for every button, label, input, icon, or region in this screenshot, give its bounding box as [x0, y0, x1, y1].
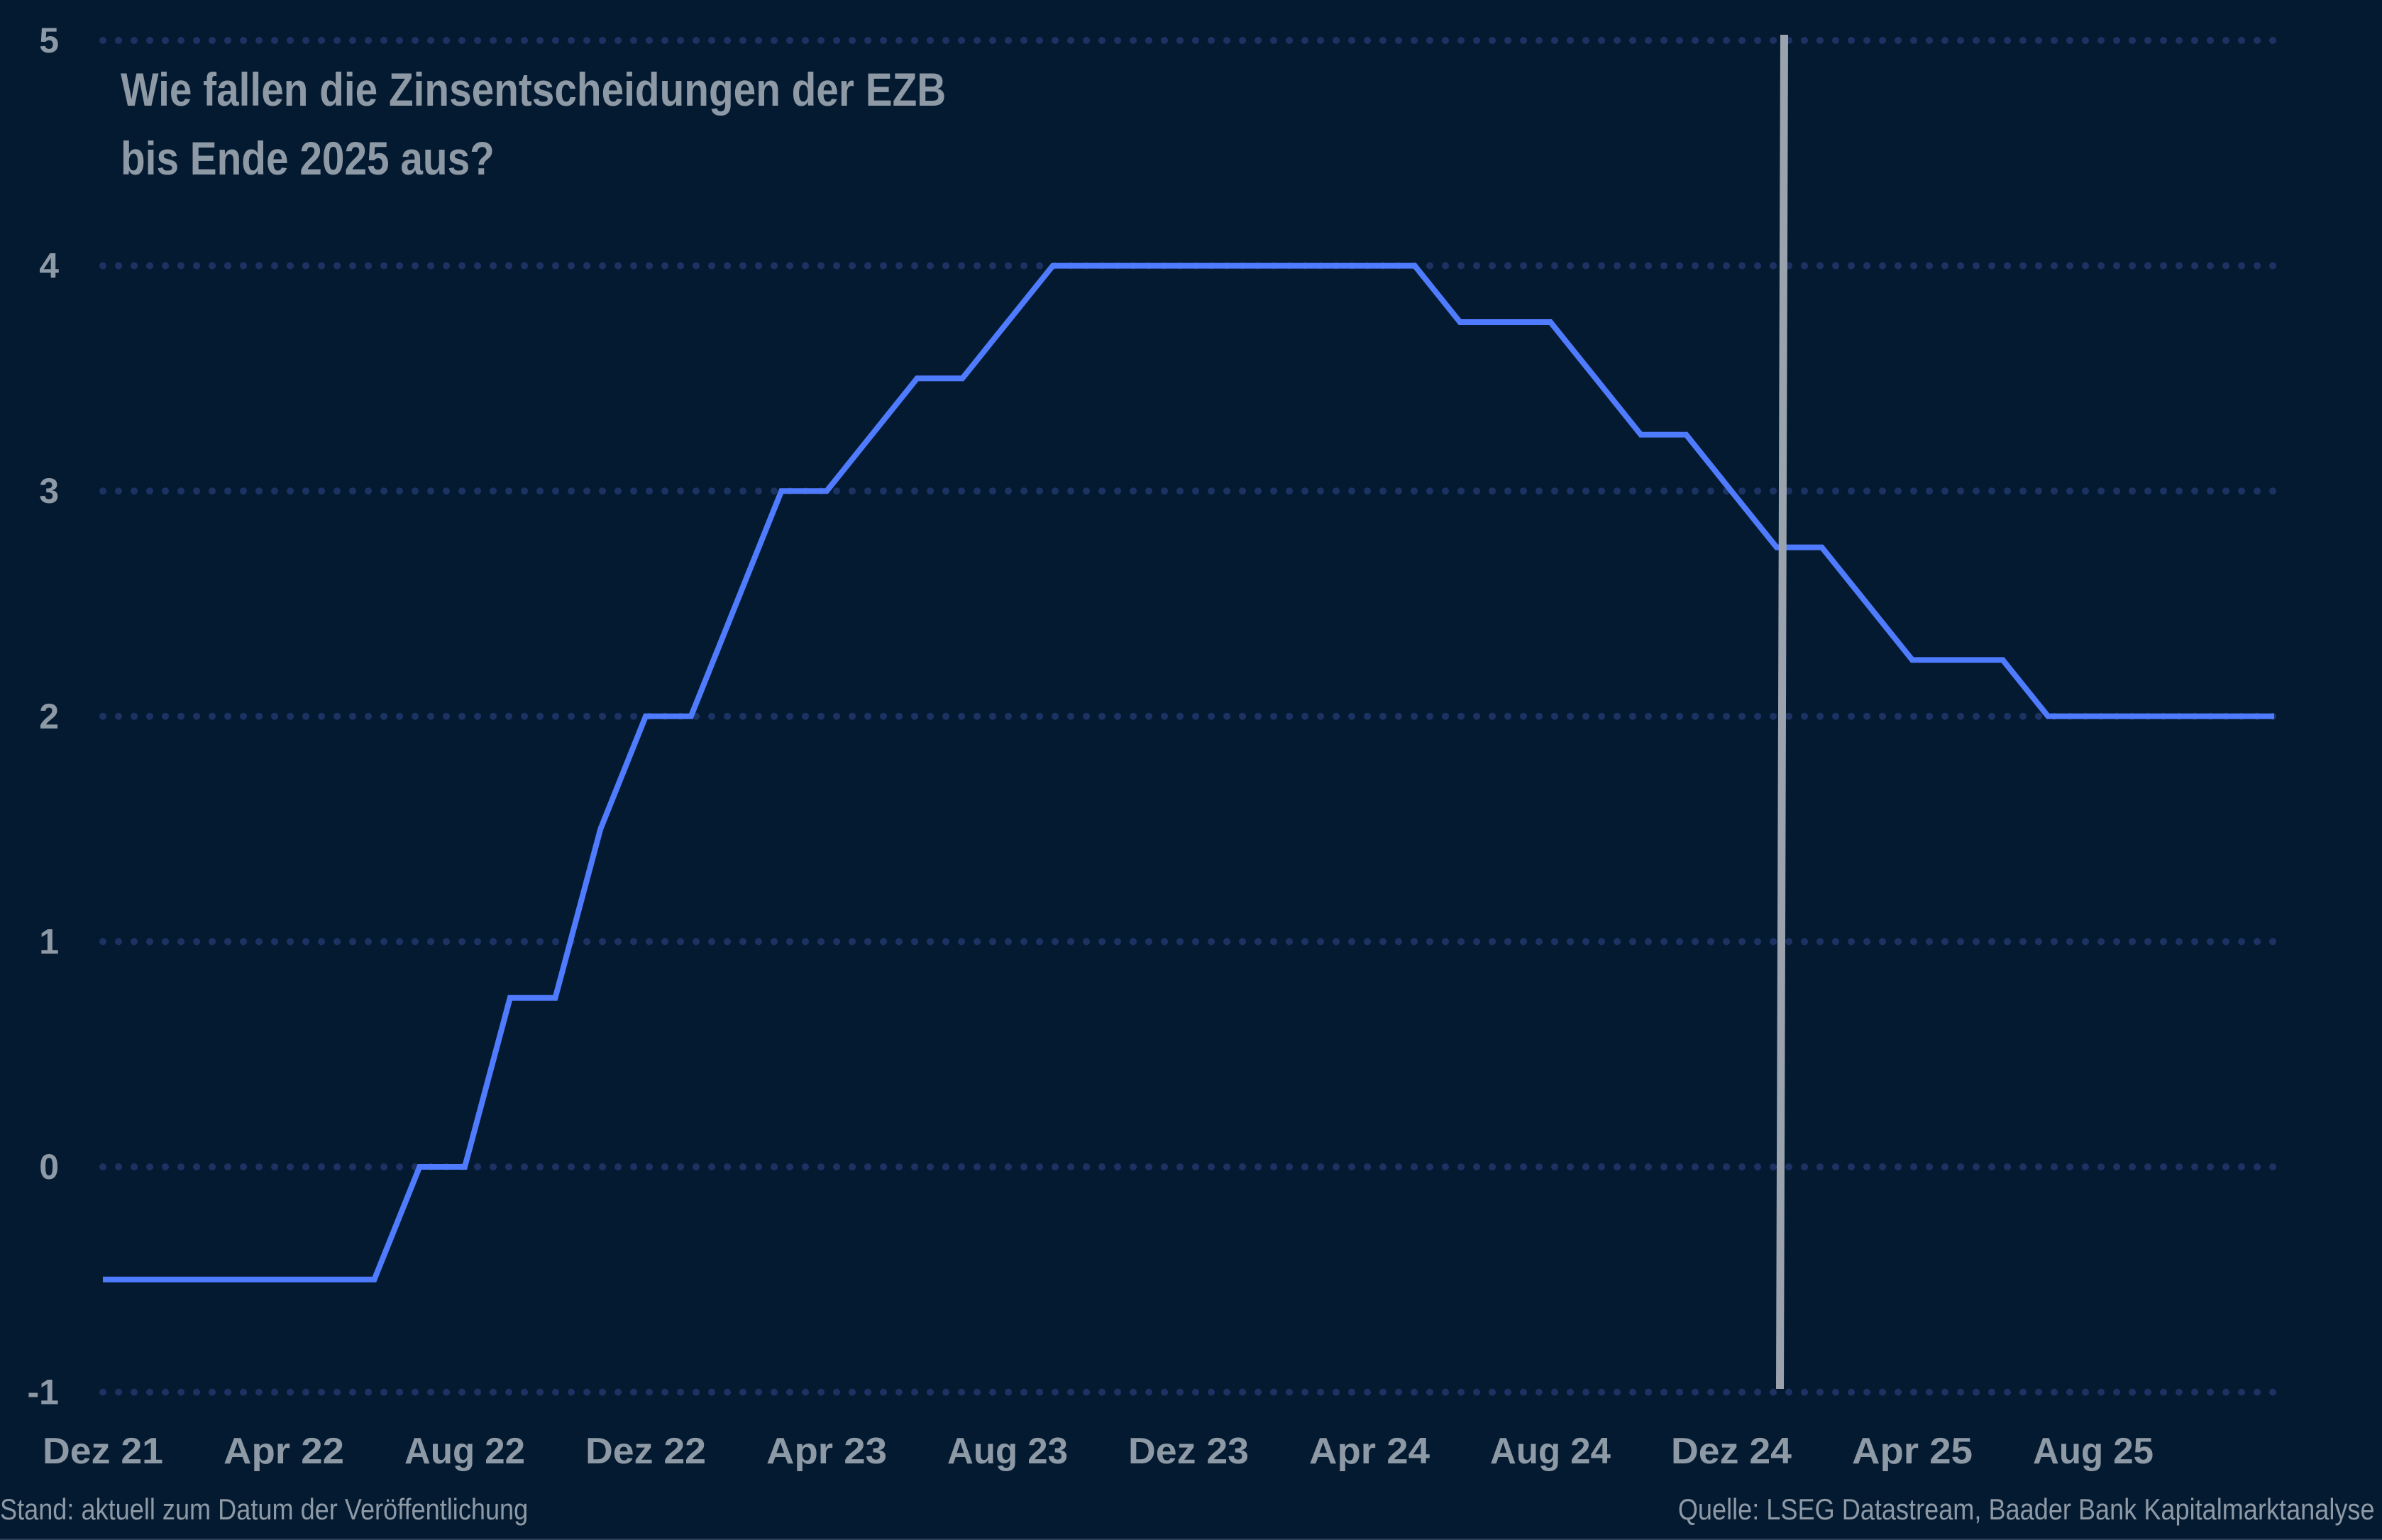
bottom-divider	[0, 1539, 2382, 1540]
y-tick-label: 4	[39, 246, 59, 286]
x-tick-label: Aug 22	[404, 1431, 525, 1472]
x-tick-label: Dez 21	[43, 1431, 163, 1472]
x-tick-label: Apr 25	[1852, 1431, 1973, 1472]
rate-line-series	[103, 262, 2274, 1283]
x-tick-label: Aug 24	[1490, 1431, 1611, 1472]
y-tick-label: 3	[39, 471, 59, 511]
x-tick-label: Apr 24	[1309, 1431, 1430, 1472]
x-axis-tick-labels: Dez 21 Apr 22 Aug 22 Dez 22 Apr 23 Aug 23 Dez …	[43, 1431, 2154, 1472]
gridlines	[99, 37, 2279, 1396]
chart-title-line-2: bis Ende 2025 aus?	[121, 132, 495, 184]
chart-title: Wie fallen die Zinsentscheidungen der EZ…	[121, 55, 946, 193]
y-tick-label: 0	[39, 1147, 59, 1187]
y-tick-label: 1	[39, 921, 59, 961]
y-tick-label: -1	[28, 1373, 59, 1412]
y-tick-label: 5	[39, 21, 59, 60]
chart-title-line-1: Wie fallen die Zinsentscheidungen der EZ…	[121, 63, 947, 116]
y-tick-label: 2	[39, 697, 59, 736]
x-tick-label: Aug 25	[2033, 1431, 2154, 1472]
x-tick-label: Aug 23	[947, 1431, 1068, 1472]
y-axis-tick-labels: 5 4 3 2 1 0 -1	[28, 21, 60, 1412]
footer-source: Quelle: LSEG Datastream, Baader Bank Kap…	[1678, 1492, 2375, 1526]
x-tick-label: Apr 22	[224, 1431, 344, 1472]
x-tick-label: Dez 24	[1671, 1431, 1792, 1472]
x-tick-label: Dez 22	[585, 1431, 706, 1472]
footer-date-note: Stand: aktuell zum Datum der Veröffentli…	[0, 1492, 529, 1526]
x-tick-label: Dez 23	[1128, 1431, 1249, 1472]
x-tick-label: Apr 23	[766, 1431, 887, 1472]
vertical-marker-line	[1776, 35, 1788, 1389]
